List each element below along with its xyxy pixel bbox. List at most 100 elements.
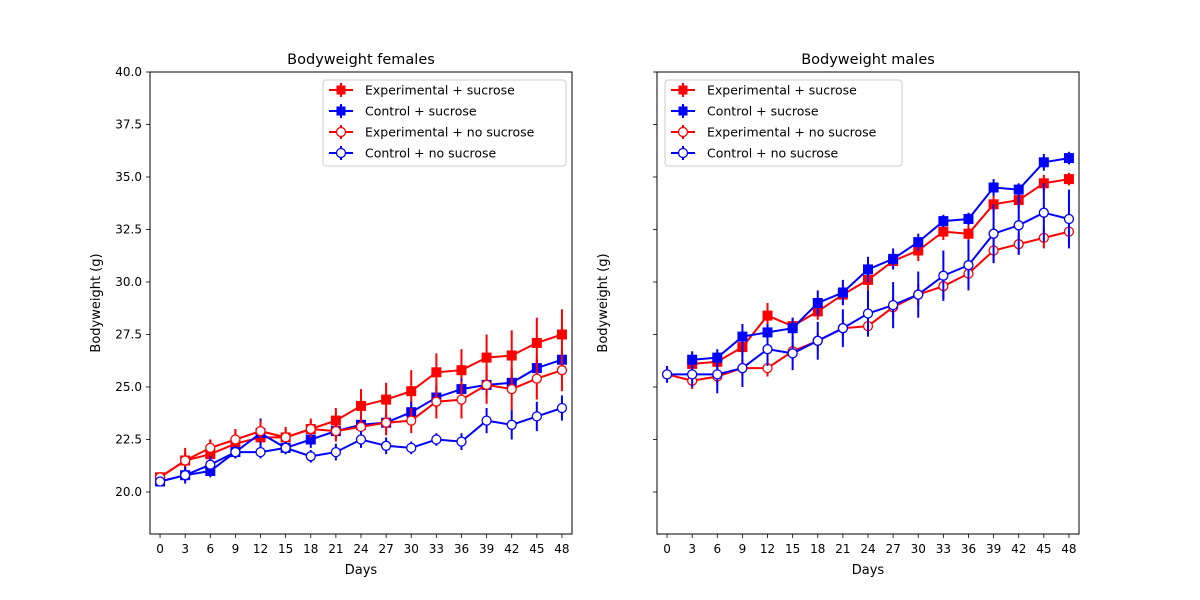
legend-label: Control + sucrose [365,104,477,119]
data-point [963,260,974,271]
legend-label: Experimental + no sucrose [365,125,535,140]
data-point [913,237,924,248]
legend-marker [336,85,346,95]
data-point [687,369,698,380]
data-point [762,344,773,355]
legend-marker [336,106,346,116]
data-point [556,365,568,376]
x-tick-label: 9 [232,542,240,556]
data-point [381,394,392,405]
x-tick-label: 48 [554,542,569,556]
data-point [255,446,266,458]
data-point [1063,153,1074,164]
y-tick-label: 27.5 [115,328,142,342]
data-point [406,386,417,397]
data-point [330,425,342,437]
data-point [661,369,673,380]
data-point [205,442,216,454]
data-point [531,411,542,422]
x-tick-label: 42 [504,542,519,556]
y-tick-label: 37.5 [115,118,142,132]
data-point [456,394,467,405]
x-tick-label: 0 [663,542,671,556]
x-tick-label: 24 [860,542,875,556]
x-tick-label: 33 [429,542,444,556]
x-tick-label: 12 [253,542,268,556]
x-tick-label: 33 [936,542,951,556]
x-tick-label: 48 [1061,542,1076,556]
x-tick-label: 6 [713,542,721,556]
y-axis-label: Bodyweight (g) [596,253,611,352]
x-tick-label: 27 [885,542,900,556]
data-point [406,415,417,426]
legend-marker [677,126,689,138]
data-point [431,396,442,407]
x-axis-label: Days [852,563,885,578]
data-point [230,434,241,445]
y-tick-label: 25.0 [115,380,142,394]
data-point [762,310,773,321]
x-axis-label: Days [345,563,378,578]
data-point [988,182,999,193]
data-point [305,451,316,462]
x-tick-label: 3 [181,542,189,556]
legend-box [322,79,567,167]
data-point [506,419,517,430]
legend-label: Experimental + no sucrose [707,125,877,140]
data-point [481,352,492,363]
data-point [180,455,191,466]
data-point [837,287,848,298]
data-point [1013,220,1024,231]
legend-marker [335,147,347,159]
data-point [888,253,899,264]
legend-marker [677,147,689,159]
x-tick-label: 3 [688,542,696,556]
y-tick-label: 20.0 [115,485,142,499]
data-point [456,365,467,376]
data-point [1063,213,1075,225]
legend-marker [678,106,688,116]
y-tick-label: 22.5 [115,433,142,447]
series-4 [154,395,568,487]
x-tick-label: 9 [739,542,747,556]
data-point [1038,157,1049,168]
data-point [887,299,899,311]
data-point [356,400,366,411]
legend-label: Control + no sucrose [365,146,496,161]
data-point [938,216,949,227]
data-point [737,331,748,342]
data-point [431,434,442,445]
data-point [863,264,873,275]
data-point [1013,184,1024,195]
data-point [988,228,999,239]
data-point [938,226,949,237]
chart-title: Bodyweight females [287,52,435,68]
x-tick-label: 27 [378,542,393,556]
legend: Experimental + sucrose Control + sucrose E… [664,79,903,167]
data-point [506,383,517,395]
x-tick-label: 39 [986,542,1001,556]
data-point [406,442,417,454]
data-point [531,337,542,348]
data-point [787,323,798,334]
y-tick-label: 32.5 [115,223,142,237]
legend-label: Experimental + sucrose [707,83,857,98]
x-tick-label: 6 [206,542,214,556]
x-tick-label: 21 [835,542,850,556]
data-point [862,308,874,319]
x-tick-label: 36 [961,542,976,556]
x-tick-label: 24 [353,542,368,556]
data-point [355,434,367,445]
x-tick-label: 36 [454,542,469,556]
data-point [963,228,974,239]
x-tick-label: 39 [479,542,494,556]
data-point [812,335,823,346]
data-point [431,367,442,378]
y-tick-label: 40.0 [115,65,142,79]
data-point [506,350,517,361]
data-point [280,442,291,454]
y-tick-label: 30.0 [115,275,142,289]
y-axis-label: Bodyweight (g) [89,253,104,352]
data-point [154,476,166,487]
